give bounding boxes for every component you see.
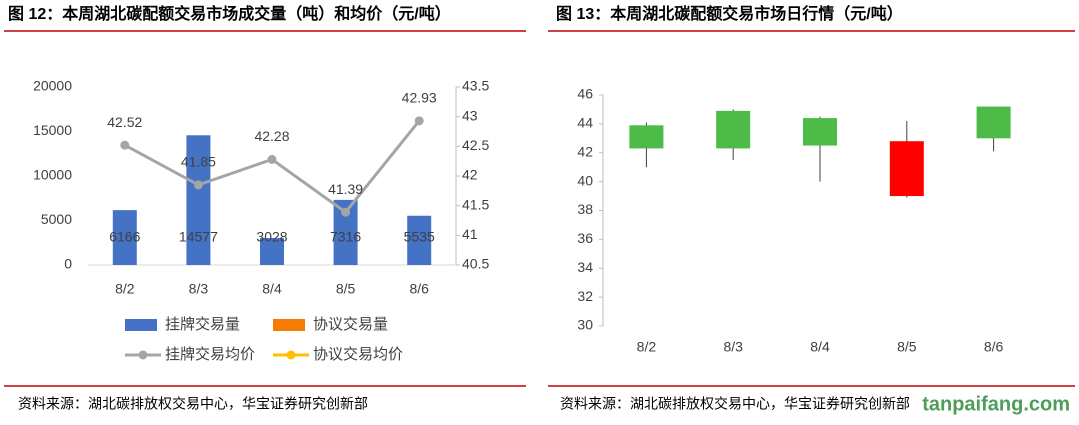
legend-label: 挂牌交易量 xyxy=(165,315,240,333)
line-label: 41.85 xyxy=(181,154,216,170)
line-point xyxy=(120,140,130,150)
candle-body xyxy=(629,125,664,149)
legend-swatch xyxy=(125,319,157,331)
bar-label: 5535 xyxy=(404,229,435,245)
bar-label: 7316 xyxy=(330,229,361,245)
legend-swatch xyxy=(138,350,148,360)
bar-label: 6166 xyxy=(109,229,140,245)
x-tick-label: 8/5 xyxy=(336,281,356,297)
legend-label: 挂牌交易均价 xyxy=(165,345,255,363)
line-point xyxy=(414,116,424,126)
figure-title: 图 13：本周湖北碳配额交易市场日行情（元/吨） xyxy=(556,4,903,23)
line-point xyxy=(193,180,203,190)
line-label: 42.52 xyxy=(107,114,142,130)
candle-body xyxy=(889,141,924,197)
bar-label: 14577 xyxy=(179,229,218,245)
y2-tick-label: 42.5 xyxy=(462,137,489,153)
legend-swatch xyxy=(273,319,305,331)
source-note: 资料来源：湖北碳排放权交易中心，华宝证券研究创新部 xyxy=(560,396,910,412)
bar xyxy=(112,210,137,265)
line-label: 42.28 xyxy=(254,128,289,144)
y-tick-label: 5000 xyxy=(41,211,72,227)
y-tick-label: 30 xyxy=(577,317,593,333)
bar xyxy=(407,215,432,265)
y-tick-label: 15000 xyxy=(33,122,72,138)
y-tick-label: 20000 xyxy=(33,78,72,94)
y2-tick-label: 41 xyxy=(462,226,478,242)
y-tick-label: 42 xyxy=(577,143,593,159)
line-point xyxy=(341,207,351,217)
y-tick-label: 10000 xyxy=(33,167,72,183)
line-label: 42.93 xyxy=(402,90,437,106)
legend-swatch xyxy=(286,350,296,360)
candle-body xyxy=(976,106,1011,139)
x-tick-label: 8/6 xyxy=(984,339,1004,355)
bar xyxy=(186,135,211,265)
y-tick-label: 44 xyxy=(577,115,593,131)
x-tick-label: 8/2 xyxy=(637,339,657,355)
y2-tick-label: 40.5 xyxy=(462,256,489,272)
watermark: tanpaifang.com xyxy=(922,393,1070,415)
figure-title: 图 12：本周湖北碳配额交易市场成交量（吨）和均价（元/吨） xyxy=(8,4,451,23)
legend-label: 协议交易均价 xyxy=(313,345,403,363)
bar xyxy=(260,238,284,265)
y-tick-label: 38 xyxy=(577,201,593,217)
x-tick-label: 8/5 xyxy=(897,339,917,355)
candle-body xyxy=(803,118,837,146)
y-tick-label: 32 xyxy=(577,288,593,304)
x-tick-label: 8/6 xyxy=(409,281,429,297)
bar-label: 3028 xyxy=(256,229,287,245)
y2-tick-label: 42 xyxy=(462,167,478,183)
x-tick-label: 8/3 xyxy=(723,339,743,355)
legend-label: 协议交易量 xyxy=(313,315,388,333)
x-tick-label: 8/4 xyxy=(810,339,830,355)
x-tick-label: 8/4 xyxy=(262,281,282,297)
line-point xyxy=(267,154,277,164)
y2-tick-label: 41.5 xyxy=(462,196,489,212)
y-tick-label: 40 xyxy=(577,172,593,188)
y-tick-label: 46 xyxy=(577,86,593,102)
x-tick-label: 8/3 xyxy=(189,281,209,297)
line-label: 41.39 xyxy=(328,181,363,197)
candle-body xyxy=(716,110,751,149)
x-tick-label: 8/2 xyxy=(115,281,135,297)
y-tick-label: 36 xyxy=(577,230,593,246)
y2-tick-label: 43.5 xyxy=(462,78,489,94)
source-note: 资料来源：湖北碳排放权交易中心，华宝证券研究创新部 xyxy=(18,396,368,412)
y-tick-label: 34 xyxy=(577,259,593,275)
y2-tick-label: 43 xyxy=(462,107,478,123)
y-tick-label: 0 xyxy=(64,256,72,272)
